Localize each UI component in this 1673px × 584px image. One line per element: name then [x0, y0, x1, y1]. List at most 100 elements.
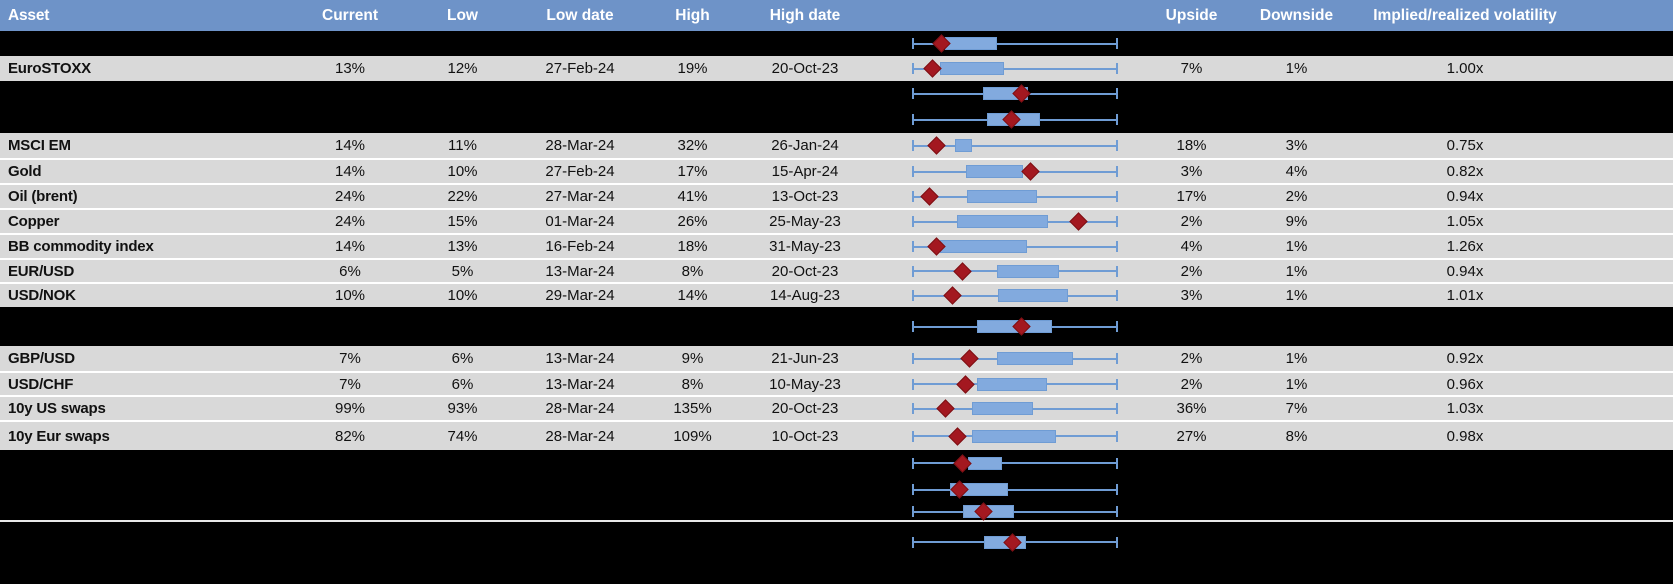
cell-current: 24% [334, 213, 366, 230]
cell-current: 10% [334, 287, 366, 304]
range-box [972, 429, 1056, 443]
col-header-high-date: High date [769, 6, 841, 24]
cell-high: 32% [677, 137, 708, 154]
asset-row-eur-usd: EUR/USD 6% 5% 13-Mar-24 8% 20-Oct-23 2% 1% 0.94x [0, 258, 1673, 282]
cell-vol: 0.82x [1446, 163, 1484, 180]
cell-upside: 2% [1180, 213, 1203, 230]
whisker-line [913, 357, 1117, 360]
cell-downside: 1% [1285, 350, 1308, 367]
current-marker-diamond [1003, 532, 1023, 552]
cell-high: 17% [677, 163, 708, 180]
cell-downside: 7% [1285, 400, 1308, 417]
range-box [977, 377, 1047, 391]
cell-high-date: 20-Oct-23 [771, 400, 839, 417]
cell-low-date: 13-Mar-24 [545, 350, 615, 367]
cell-vol: 0.96x [1446, 375, 1484, 393]
cell-upside: 7% [1180, 60, 1203, 77]
whisker-cap-high [1116, 506, 1118, 517]
cell-high-date: 31-May-23 [769, 238, 841, 255]
whisker-line [913, 170, 1117, 173]
spacer-row [0, 81, 1673, 106]
cell-downside: 3% [1285, 137, 1308, 154]
cell-asset: MSCI EM [8, 137, 71, 154]
whisker-cap-low [912, 114, 914, 125]
cell-vol: 0.75x [1446, 137, 1484, 154]
current-marker-diamond [932, 34, 951, 53]
col-header-high: High [675, 6, 710, 24]
cell-high: 109% [673, 427, 712, 445]
whisker-cap-low [912, 38, 914, 49]
cell-low: 22% [447, 188, 478, 205]
cell-vol: 1.26x [1446, 238, 1484, 255]
cell-upside: 2% [1180, 375, 1203, 393]
cell-high-date: 14-Aug-23 [769, 287, 841, 304]
cell-low-date: 28-Mar-24 [545, 427, 615, 445]
current-marker-diamond [956, 374, 975, 394]
current-marker-diamond [1012, 317, 1031, 336]
whisker-cap-high [1116, 321, 1118, 332]
cell-vol: 1.05x [1446, 213, 1484, 230]
cell-high: 8% [681, 262, 704, 280]
cell-downside: 1% [1285, 375, 1308, 393]
current-marker-diamond [953, 261, 972, 281]
col-header-asset: Asset [8, 6, 50, 24]
cell-high-date: 13-Oct-23 [771, 188, 839, 205]
cell-low: 12% [447, 60, 478, 77]
whisker-cap-high [1116, 241, 1118, 252]
cell-upside: 2% [1180, 262, 1203, 280]
whisker-cap-high [1116, 265, 1118, 277]
cell-high-date: 20-Oct-23 [771, 262, 839, 280]
current-marker-diamond [1002, 110, 1022, 129]
asset-row-msci-em: MSCI EM 14% 11% 28-Mar-24 32% 26-Jan-24 18% 3% 0… [0, 133, 1673, 158]
cell-high: 19% [677, 60, 708, 77]
cell-low: 10% [447, 163, 478, 180]
cell-vol: 1.00x [1446, 60, 1484, 77]
current-marker-diamond [927, 237, 946, 256]
cell-upside: 36% [1176, 400, 1207, 417]
whisker-line [913, 195, 1117, 198]
cell-low-date: 28-Mar-24 [545, 137, 615, 154]
cell-low: 10% [447, 287, 478, 304]
cell-high: 8% [681, 375, 704, 393]
current-marker-diamond [974, 502, 994, 521]
range-box [955, 139, 972, 152]
cell-low: 11% [448, 137, 477, 154]
cell-high: 26% [677, 213, 708, 230]
range-box [982, 87, 1029, 100]
whisker-cap-high [1116, 457, 1118, 469]
whisker-cap-low [912, 290, 914, 301]
whisker-cap-low [912, 63, 914, 74]
cell-high: 9% [681, 350, 704, 367]
whisker-cap-low [912, 88, 914, 99]
cell-current: 99% [334, 400, 366, 417]
cell-high: 18% [677, 238, 708, 255]
whisker-cap-high [1116, 140, 1118, 151]
cell-high-date: 21-Jun-23 [771, 350, 839, 367]
whisker-cap-high [1116, 403, 1118, 414]
range-box [983, 535, 1026, 549]
range-box [966, 165, 1023, 178]
whisker-line [913, 294, 1117, 297]
cell-low: 93% [447, 400, 478, 417]
range-box [966, 190, 1037, 203]
asset-row-gold: Gold 14% 10% 27-Feb-24 17% 15-Apr-24 3% 4% 0.82x [0, 158, 1673, 183]
current-marker-diamond [920, 187, 939, 206]
cell-asset: 10y US swaps [8, 400, 106, 417]
cell-asset: Oil (brent) [8, 188, 78, 205]
whisker-cap-low [912, 353, 914, 364]
spacer-row [0, 106, 1673, 133]
cell-upside: 17% [1176, 188, 1207, 205]
cell-high-date: 20-Oct-23 [771, 60, 839, 77]
whisker-cap-low [912, 321, 914, 332]
cell-current: 7% [339, 350, 361, 367]
cell-high-date: 10-May-23 [769, 375, 841, 393]
whisker-line [913, 488, 1117, 491]
cell-asset: EUR/USD [8, 262, 75, 280]
cell-vol: 1.01x [1446, 287, 1484, 304]
cell-low-date: 13-Mar-24 [545, 262, 615, 280]
range-box [998, 289, 1069, 302]
range-box [939, 62, 1004, 75]
cell-current: 6% [339, 262, 361, 280]
range-box [945, 37, 998, 50]
